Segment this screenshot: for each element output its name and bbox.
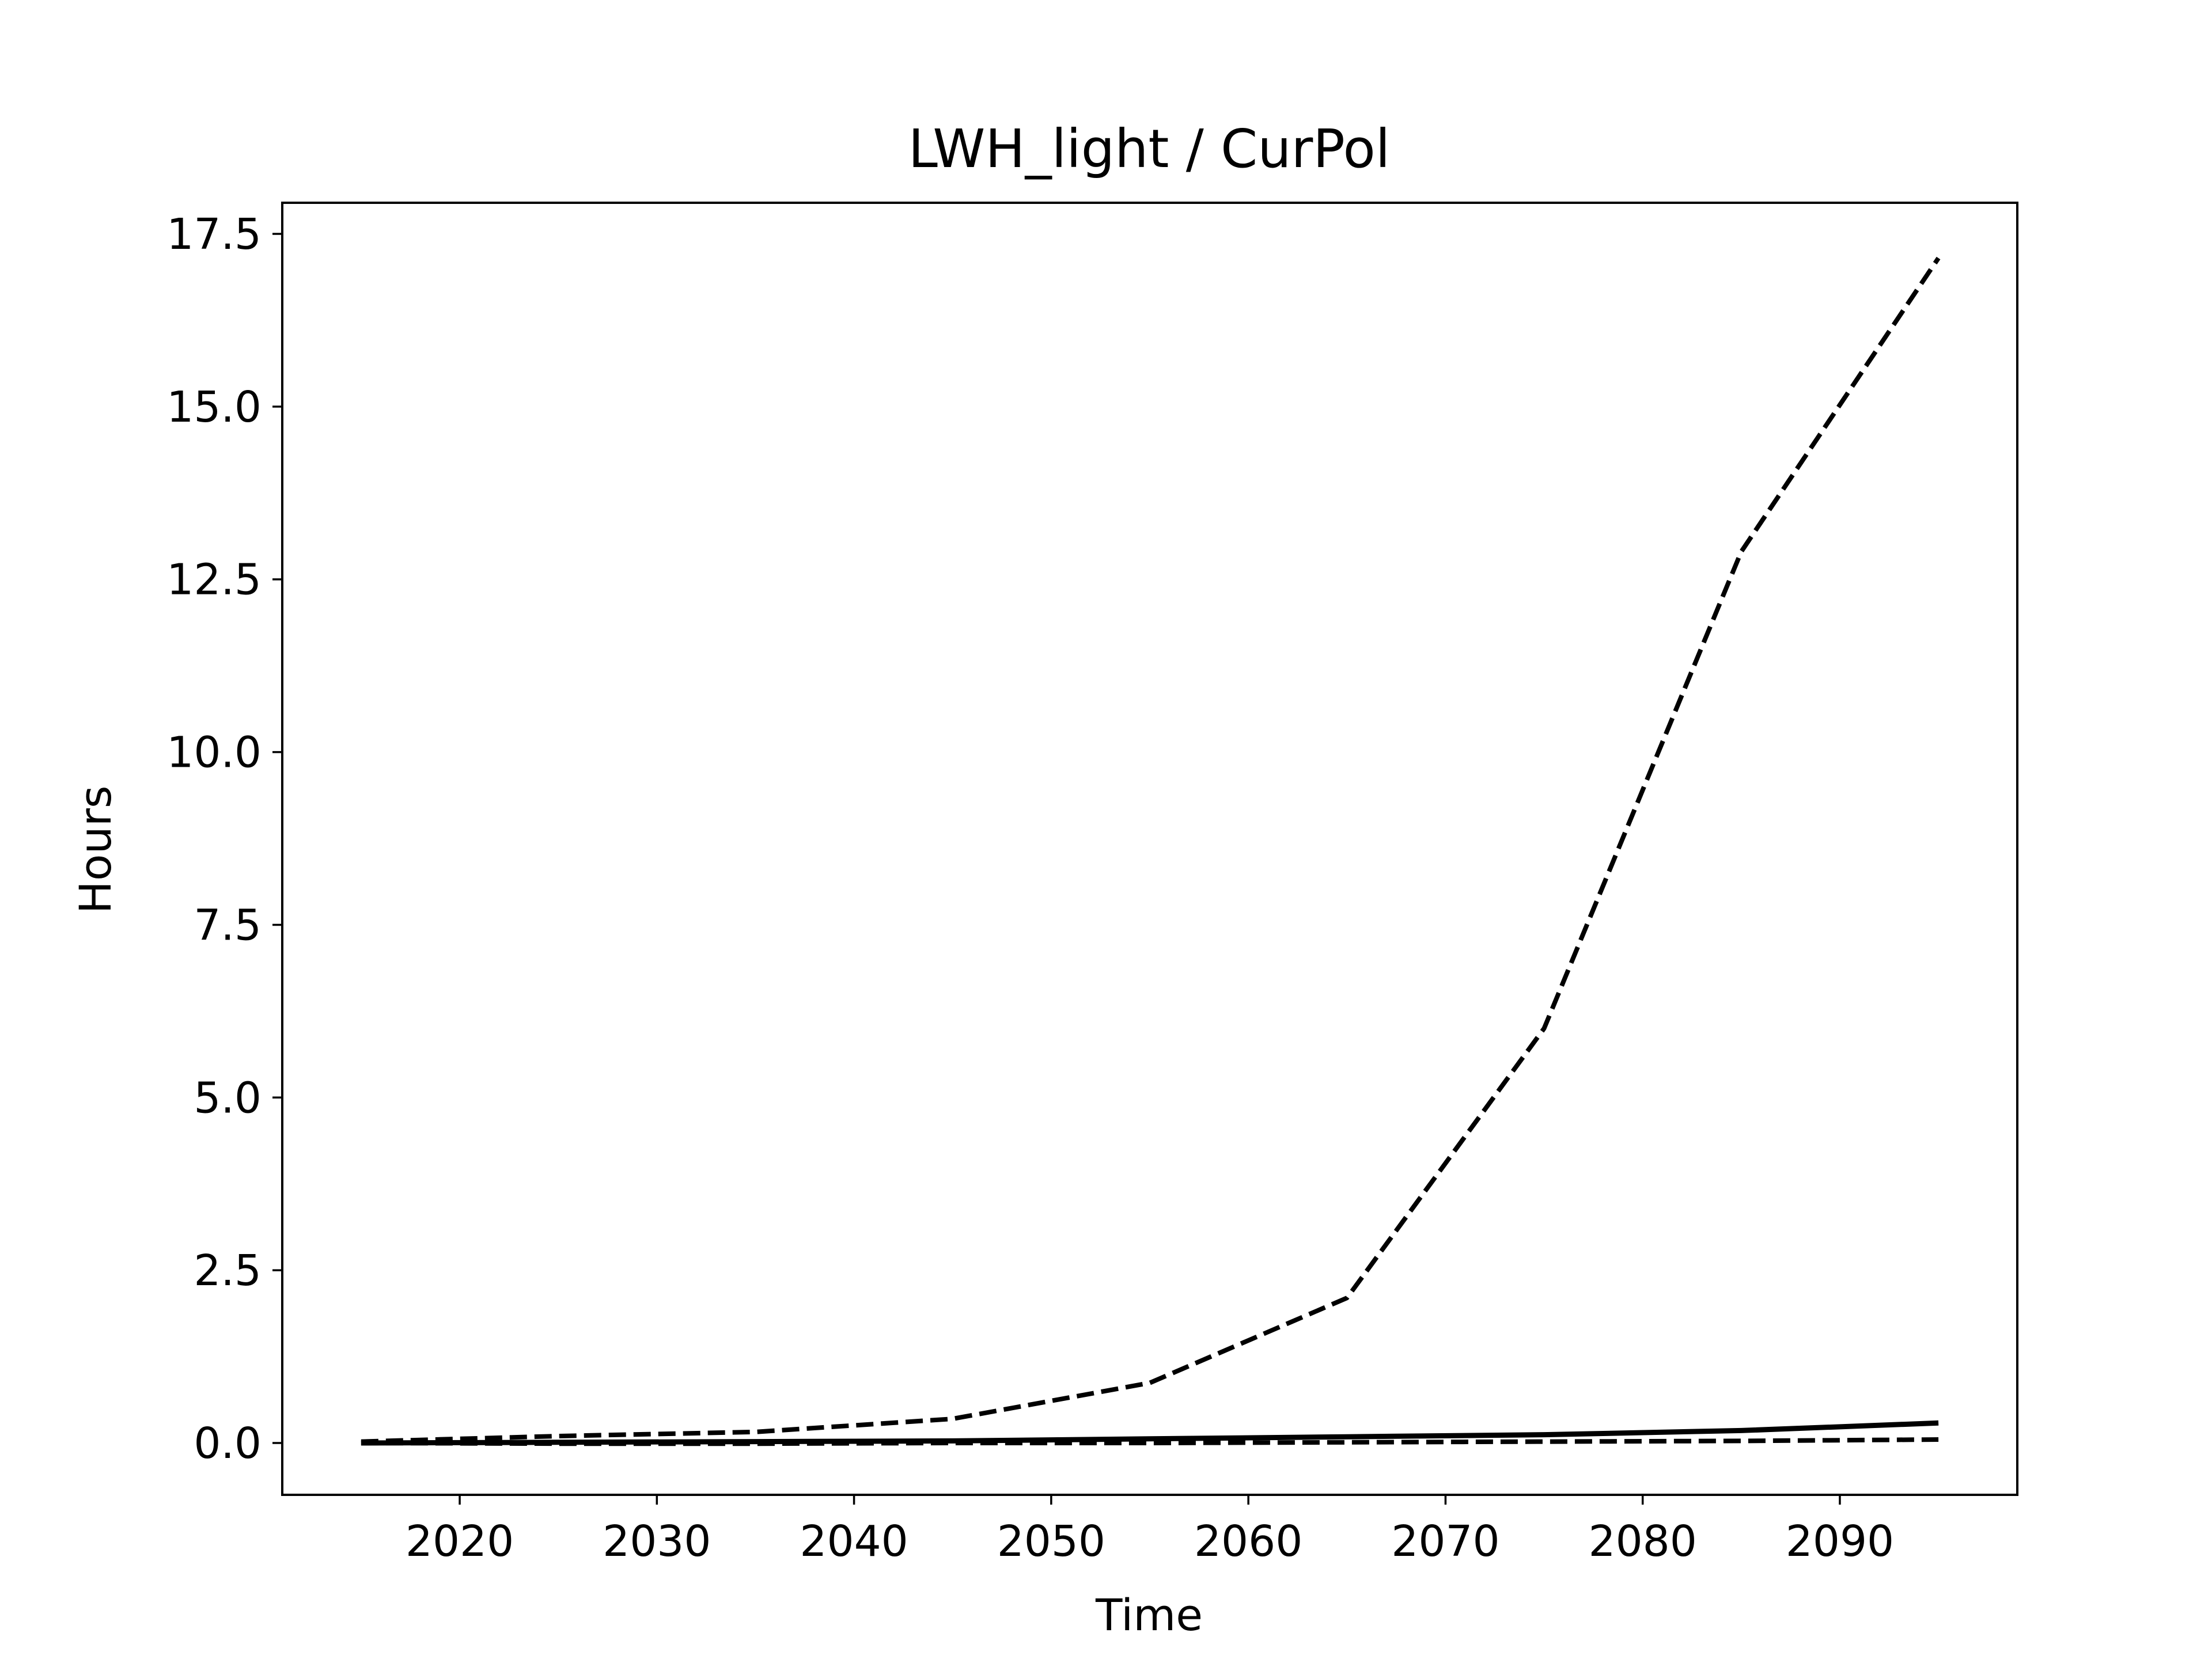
tick-layer: 2020 2030 2040 2050 2060 2070 2080 2090 0.0 2.5 5.… — [166, 210, 1894, 1566]
x-tick-label: 2030 — [603, 1517, 711, 1566]
x-tick-label: 2090 — [1786, 1517, 1894, 1566]
x-tick-label: 2050 — [997, 1517, 1105, 1566]
y-tick-label: 15.0 — [166, 382, 262, 432]
y-tick-label: 2.5 — [194, 1246, 262, 1296]
x-axis-label: Time — [1095, 1589, 1203, 1641]
chart-title: LWH_light / CurPol — [908, 118, 1391, 180]
y-tick-label: 12.5 — [166, 555, 262, 605]
y-tick-label: 10.0 — [166, 728, 262, 778]
x-tick-label: 2080 — [1589, 1517, 1697, 1566]
series-layer — [361, 256, 1941, 1446]
x-tick-label: 2040 — [800, 1517, 908, 1566]
series-line-3 — [361, 1437, 1939, 1446]
x-tick-label: 2020 — [406, 1517, 514, 1566]
x-tick-label: 2070 — [1391, 1517, 1499, 1566]
y-axis-label: Hours — [70, 786, 121, 914]
y-tick-label: 17.5 — [166, 210, 262, 259]
plot-area-frame — [281, 202, 2018, 1496]
series-line-2 — [361, 256, 1941, 1444]
y-tick-label: 7.5 — [194, 900, 262, 950]
y-tick-label: 5.0 — [194, 1073, 262, 1123]
y-tick-label: 0.0 — [194, 1419, 262, 1468]
x-tick-label: 2060 — [1194, 1517, 1302, 1566]
